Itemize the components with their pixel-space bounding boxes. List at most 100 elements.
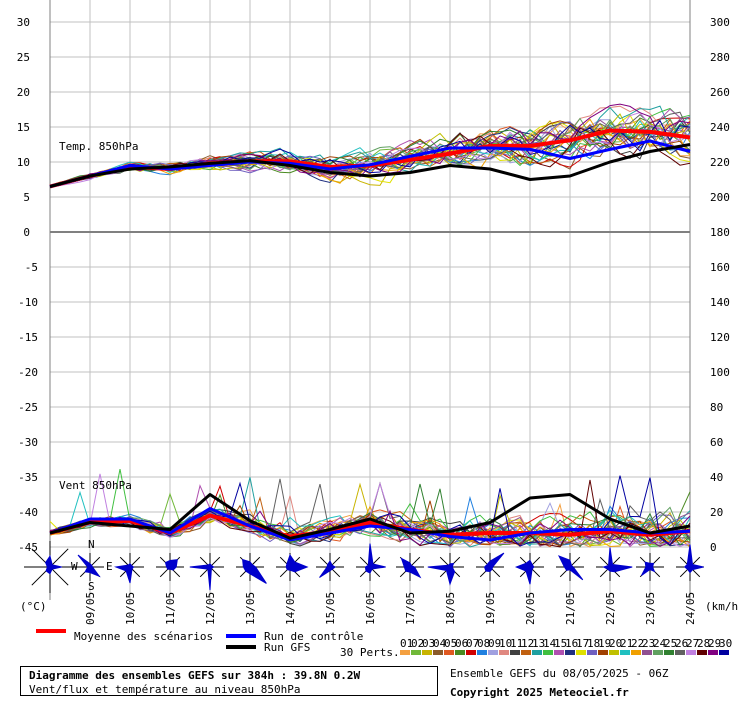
- legend-control-swatch: [226, 634, 256, 638]
- legend-pert-id: 24: [653, 637, 667, 650]
- legend-pert-swatch: [433, 650, 443, 655]
- legend-pert-swatch: [708, 650, 718, 655]
- legend-pert-swatch: [565, 650, 575, 655]
- legend-pert-swatch: [411, 650, 421, 655]
- legend-pert-swatch: [400, 650, 410, 655]
- temp-ytick-right: 200: [710, 191, 730, 204]
- wind-roses: NW ES: [24, 538, 704, 593]
- rose-petals: [602, 547, 633, 573]
- legend-pert-swatch: [587, 650, 597, 655]
- wind-rose: [676, 544, 704, 581]
- legend-pert-id: 10: [499, 637, 512, 650]
- legend-pert-id: 01: [400, 637, 413, 650]
- main-series: [49, 128, 691, 542]
- rose-petals: [427, 562, 456, 586]
- temp-ytick-left: 25: [17, 51, 30, 64]
- wind-panel-title: Vent 850hPa: [59, 479, 132, 492]
- wind-ytick-right: 120: [710, 331, 730, 344]
- wind-ytick-left: -35: [18, 471, 38, 484]
- temp-ytick-left: 20: [17, 86, 30, 99]
- compass-s: S: [88, 580, 95, 593]
- legend-pert-id: 23: [642, 637, 655, 650]
- legend-pert-swatch: [466, 650, 476, 655]
- legend-pert-id: 19: [598, 637, 611, 650]
- rose-petals: [189, 563, 215, 591]
- legend-pert-swatch: [532, 650, 542, 655]
- legend-pert-swatch: [598, 650, 608, 655]
- legend-pert-swatch: [576, 650, 586, 655]
- temp-ytick-right: 220: [710, 156, 730, 169]
- legend-perts-label: 30 Perts.: [340, 646, 400, 659]
- legend-pert-id: 28: [697, 637, 710, 650]
- wind-ytick-right: 0: [710, 541, 717, 554]
- temp-ytick-left: 30: [17, 16, 30, 29]
- wind-ytick-right: 100: [710, 366, 730, 379]
- wind-rose: [476, 552, 505, 581]
- legend-pert-swatch: [499, 650, 509, 655]
- wind-rose: [636, 553, 664, 581]
- compass-w: W: [71, 560, 78, 573]
- legend-pert-swatch: [686, 650, 696, 655]
- legend-pert-id: 09: [488, 637, 501, 650]
- x-date-label: 12/05: [204, 592, 217, 625]
- temp-member-line: [49, 117, 691, 188]
- wind-ytick-right: 20: [710, 506, 723, 519]
- wind-rose: [76, 553, 104, 581]
- legend-pert-swatch: [521, 650, 531, 655]
- rose-petals: [164, 559, 178, 571]
- legend-pert-swatch: [543, 650, 553, 655]
- x-date-label: 18/05: [444, 592, 457, 625]
- x-date-label: 11/05: [164, 592, 177, 625]
- wind-ytick-left: -25: [18, 401, 38, 414]
- legend-pert-id: 26: [675, 637, 688, 650]
- legend-pert-id: 25: [664, 637, 677, 650]
- legend-pert-id: 13: [532, 637, 545, 650]
- legend-pert-id: 03: [422, 637, 435, 650]
- temp-panel-title: Temp. 850hPa: [59, 140, 138, 153]
- wind-ytick-right: 160: [710, 261, 730, 274]
- legend-gfs-swatch: [226, 645, 256, 649]
- legend-pert-swatch: [642, 650, 652, 655]
- legend-pert-swatch: [664, 650, 674, 655]
- rose-petals: [285, 553, 309, 573]
- temp-series-gfs: [49, 143, 691, 188]
- wind-rose: [113, 553, 144, 584]
- wind-ytick-right: 140: [710, 296, 730, 309]
- temp-ytick-right: 240: [710, 121, 730, 134]
- legend-pert-swatch: [554, 650, 564, 655]
- rose-petals: [483, 552, 505, 573]
- legend-pert-id: 16: [565, 637, 578, 650]
- x-date-label: 14/05: [284, 592, 297, 625]
- wind-rose: [24, 541, 76, 593]
- compass-e: E: [106, 560, 113, 573]
- temp-ytick-left: 5: [23, 191, 30, 204]
- rose-petals: [113, 563, 135, 584]
- wind-rose: [427, 553, 464, 586]
- x-date-label: 24/05: [684, 592, 697, 625]
- wind-ytick-left: -30: [18, 436, 38, 449]
- legend-pert-id: 05: [444, 637, 457, 650]
- legend-pert-id: 30: [719, 637, 732, 650]
- diagram-title: Diagramme des ensembles GEFS sur 384h : …: [29, 669, 361, 682]
- temp-ytick-right: 280: [710, 51, 730, 64]
- wind-unit-label: (km/h): [705, 600, 740, 613]
- rose-petals: [514, 559, 535, 585]
- temp-ytick-right: 180: [710, 226, 730, 239]
- x-date-label: 23/05: [644, 592, 657, 625]
- x-date-label: 17/05: [404, 592, 417, 625]
- rose-petals: [77, 554, 101, 578]
- wind-rose: [276, 553, 309, 581]
- legend-pert-swatch: [488, 650, 498, 655]
- copyright: Copyright 2025 Meteociel.fr: [450, 686, 629, 699]
- legend-pert-swatch: [455, 650, 465, 655]
- legend-pert-id: 06: [455, 637, 468, 650]
- wind-rose: [189, 553, 224, 591]
- wind-ytick-left: -40: [18, 506, 38, 519]
- x-date-label: 13/05: [244, 592, 257, 625]
- temp-ytick-left: 15: [17, 121, 30, 134]
- run-info: Ensemble GEFS du 08/05/2025 - 06Z: [450, 667, 669, 680]
- footer-info-box: Diagramme des ensembles GEFS sur 384h : …: [20, 666, 438, 696]
- legend-pert-swatch: [510, 650, 520, 655]
- legend-pert-id: 14: [543, 637, 557, 650]
